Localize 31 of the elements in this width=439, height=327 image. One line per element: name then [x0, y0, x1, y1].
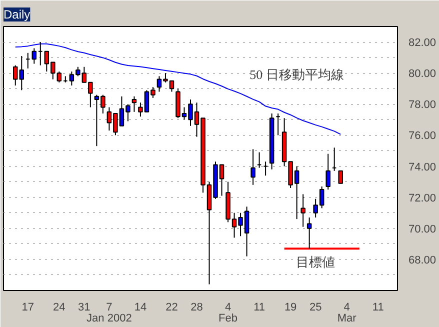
x-tick-label: 28: [190, 302, 203, 314]
x-tick-label: 4 Feb: [218, 302, 238, 324]
candlestick: [300, 194, 306, 228]
series-label: 目標値: [296, 254, 336, 270]
y-tick-label: 76.00: [408, 130, 436, 142]
x-tick-label: 14: [134, 302, 147, 314]
candlestick: [132, 96, 137, 112]
y-tick-label: 72.00: [408, 192, 436, 204]
candlestick: [250, 148, 256, 186]
x-tick-label: 11: [372, 302, 384, 314]
x-tick-label: 22: [166, 302, 178, 314]
y-tick-label: 80.00: [408, 68, 436, 80]
x-tick-label: 11: [254, 302, 265, 314]
candlestick: [306, 217, 312, 250]
series-label: 50 日移動平均線: [250, 66, 344, 82]
x-tick-label: 17: [22, 302, 34, 314]
candlestick: [32, 48, 37, 64]
line-series: [14, 43, 342, 135]
x-tick-label: 4 Mar: [337, 302, 357, 324]
candlestick: [338, 170, 343, 184]
x-tick-label: 24: [53, 302, 66, 314]
y-tick-label: 74.00: [408, 161, 436, 174]
x-tick-label: 25: [309, 302, 322, 314]
y-tick-label: 82.00: [408, 37, 436, 50]
x-tick-label: 19: [284, 302, 297, 314]
y-tick-label: 70.00: [408, 223, 436, 236]
y-tick-label: 78.00: [408, 99, 436, 112]
y-tick-label: 68.00: [408, 254, 436, 266]
chart-title: Daily: [4, 8, 30, 22]
candlestick: [326, 153, 330, 190]
x-tick-label: 31: [78, 302, 90, 314]
